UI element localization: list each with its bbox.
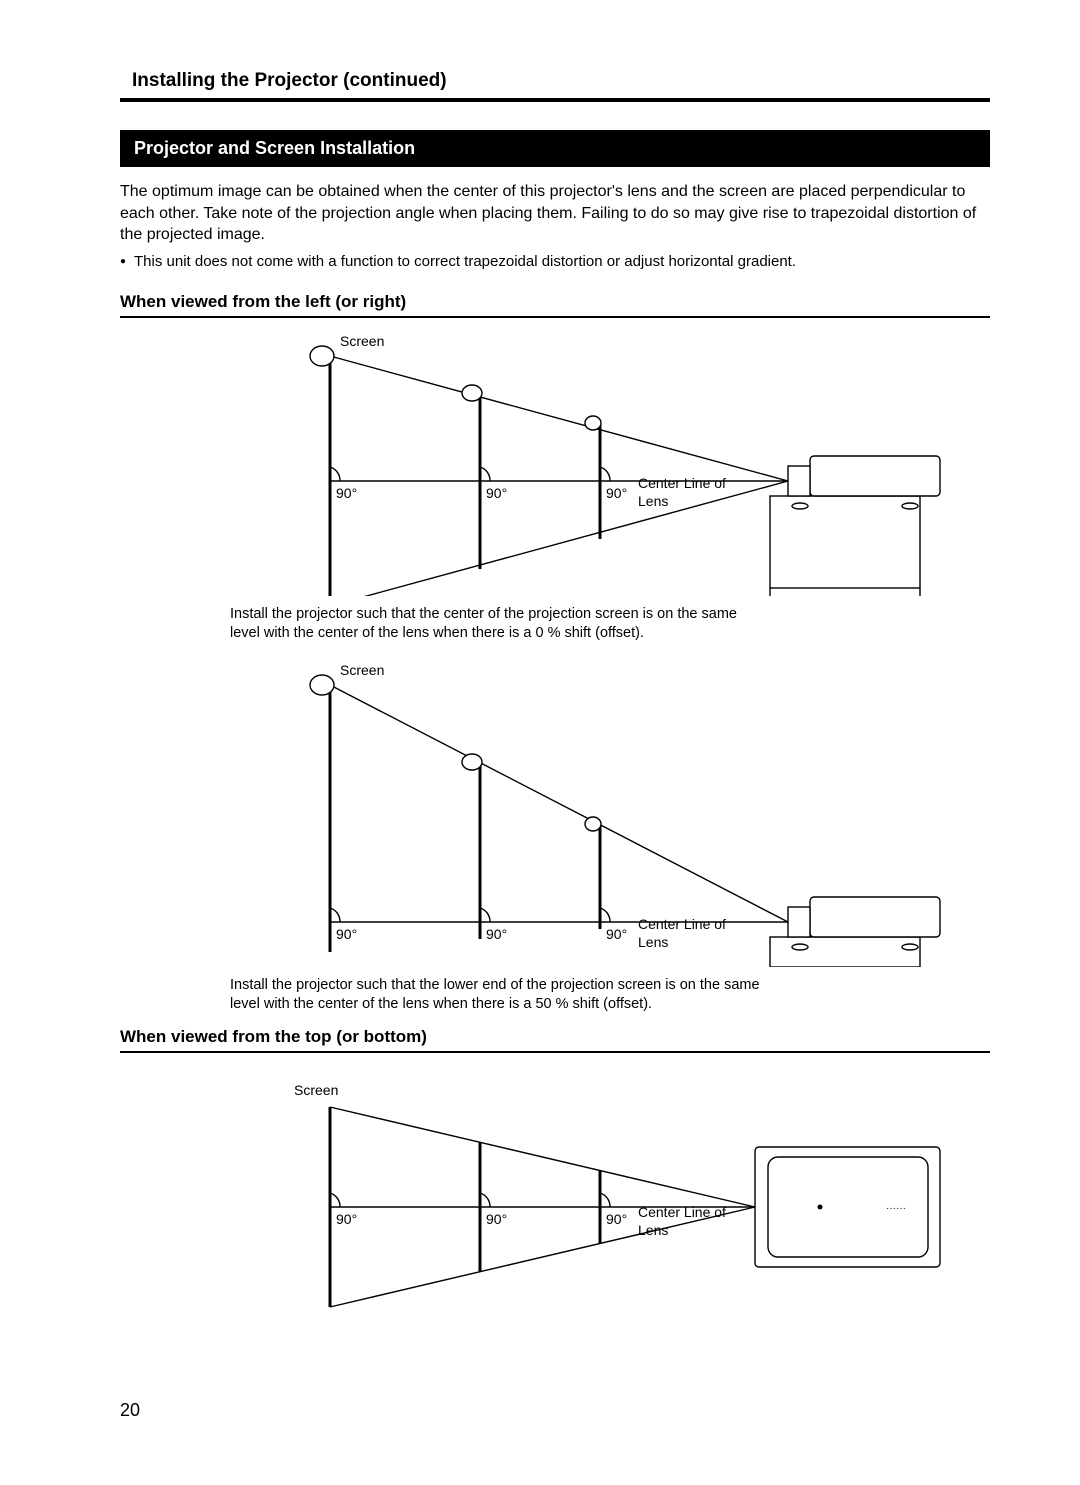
caption-2: Install the projector such that the lowe…: [120, 976, 770, 1014]
page-number: 20: [120, 1400, 140, 1421]
intro-text: The optimum image can be obtained when t…: [120, 181, 990, 246]
title-rule: [120, 98, 990, 102]
screen-label: Screen: [340, 662, 384, 678]
sub-rule-1: [120, 316, 990, 318]
angle-label: 90°: [606, 926, 627, 942]
center-line-label-1: Center Line of: [638, 475, 726, 491]
page-title: Installing the Projector (continued): [120, 70, 990, 92]
angle-label: 90°: [336, 926, 357, 942]
center-line-label-2: Lens: [638, 493, 668, 509]
angle-label: 90°: [336, 1211, 357, 1227]
diagram-side-fifty-shift: Screen 90° 90° 90° Center Line of Lens: [200, 657, 960, 967]
center-line-label-1: Center Line of: [638, 1204, 726, 1220]
angle-label: 90°: [606, 1211, 627, 1227]
screen-label: Screen: [294, 1082, 338, 1098]
center-line-label-1: Center Line of: [638, 916, 726, 932]
center-line-label-2: Lens: [638, 1222, 668, 1238]
svg-text:······: ······: [886, 1203, 906, 1214]
screen-label: Screen: [340, 333, 384, 349]
angle-label: 90°: [486, 1211, 507, 1227]
subheading-2: When viewed from the top (or bottom): [120, 1027, 990, 1047]
angle-label: 90°: [486, 485, 507, 501]
bullet-1: This unit does not come with a function …: [120, 252, 990, 272]
center-line-label-2: Lens: [638, 934, 668, 950]
diagram-top-view: ······ Screen 90° 90° 90° Center Line of…: [200, 1067, 960, 1327]
angle-label: 90°: [486, 926, 507, 942]
diagram-side-zero-shift: Screen 90° 90° 90° Center Line of Lens: [200, 326, 960, 596]
angle-label: 90°: [606, 485, 627, 501]
angle-label: 90°: [336, 485, 357, 501]
sub-rule-2: [120, 1051, 990, 1053]
subheading-1: When viewed from the left (or right): [120, 292, 990, 312]
section-header: Projector and Screen Installation: [120, 130, 990, 167]
caption-1: Install the projector such that the cent…: [120, 605, 770, 643]
